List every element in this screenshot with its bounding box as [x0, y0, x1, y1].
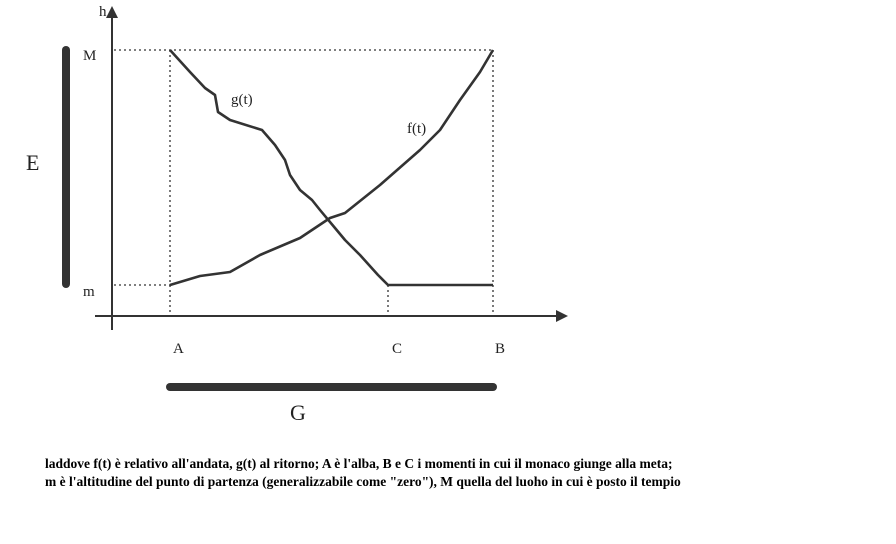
- y-arrow: [106, 6, 118, 18]
- curve-g: [169, 49, 493, 287]
- x-arrow: [556, 310, 568, 322]
- y-axis-label: h: [99, 4, 107, 20]
- c-label: C: [392, 341, 402, 357]
- a-label: A: [173, 341, 184, 357]
- g-bar-label: G: [290, 400, 306, 425]
- min-label: m: [83, 284, 95, 300]
- max-label: M: [83, 48, 96, 64]
- g-label: g(t): [231, 92, 253, 108]
- curve-f: [169, 49, 495, 287]
- b-label: B: [495, 341, 505, 357]
- caption-line: m è l'altitudine del punto di partenza (…: [45, 474, 681, 489]
- f-label: f(t): [407, 121, 426, 137]
- e-label: E: [26, 150, 39, 175]
- caption-line: laddove f(t) è relativo all'andata, g(t)…: [45, 456, 672, 471]
